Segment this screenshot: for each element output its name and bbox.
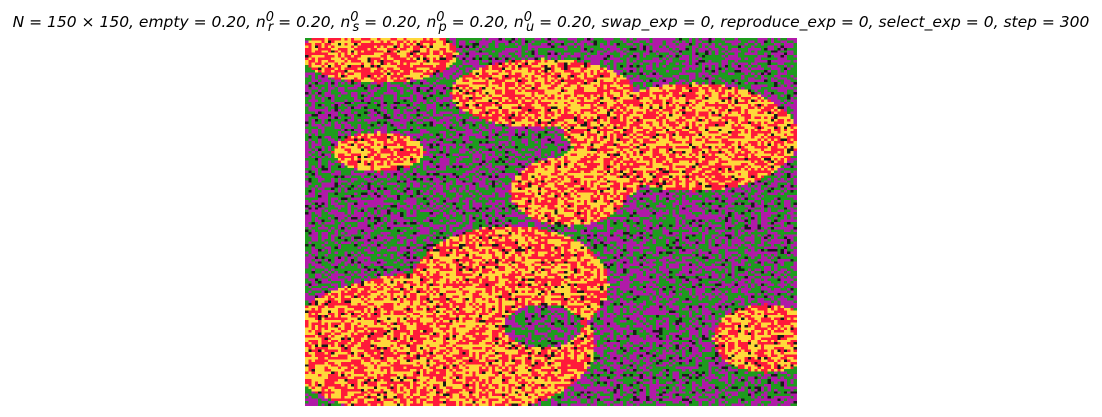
lattice-image [305,38,797,406]
plot-title: N = 150 × 150, empty = 0.20, n0r = 0.20,… [12,10,1090,36]
